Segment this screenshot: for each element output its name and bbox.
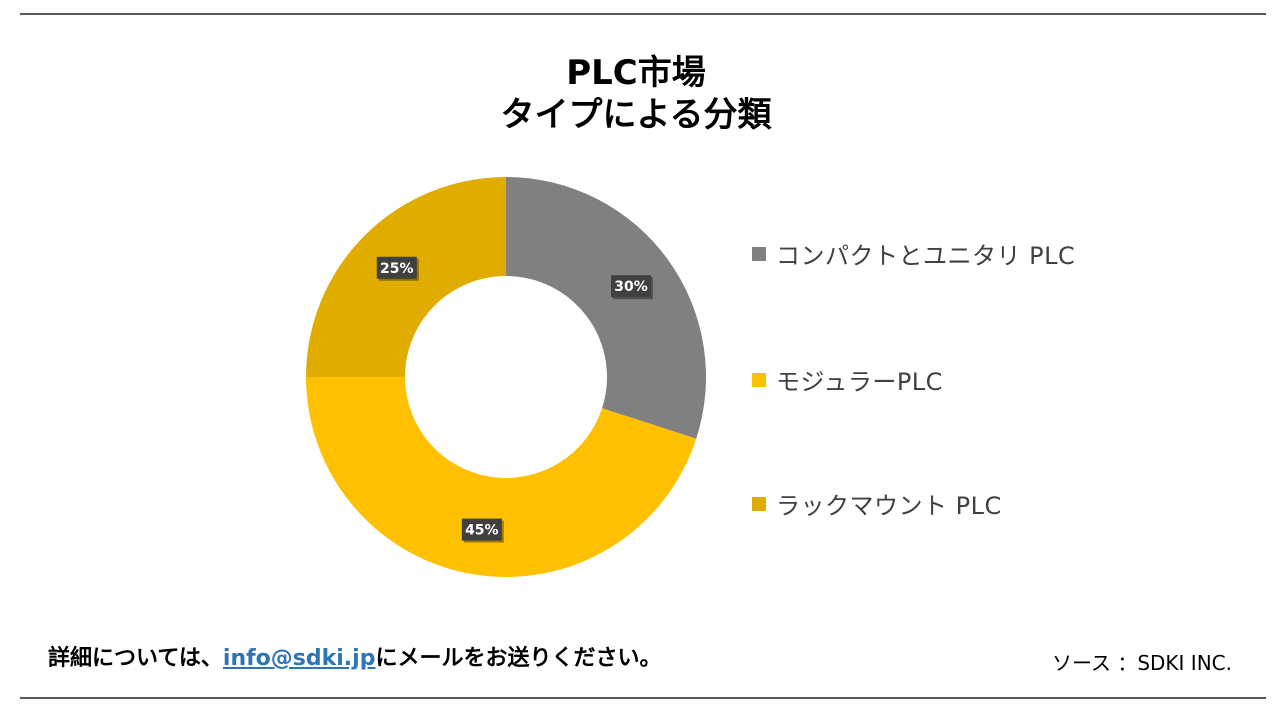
legend-item-1: コンパクトとユニタリ PLC <box>752 236 1075 271</box>
donut-slice-2 <box>306 377 697 577</box>
legend-label-2: モジュラーPLC <box>776 368 943 396</box>
legend-item-2: モジュラーPLC <box>752 362 943 397</box>
data-label-text-1: 30% <box>614 279 648 295</box>
contact-note: 詳細については、info@sdki.jpにメールをお送りください。 <box>48 640 661 672</box>
data-label-text-3: 25% <box>380 261 414 277</box>
contact-email-link[interactable]: info@sdki.jp <box>222 646 376 671</box>
data-label-2: 45% <box>461 518 504 543</box>
donut-slice-1 <box>506 177 706 439</box>
legend-swatch-2 <box>752 372 766 387</box>
source-credit: ソース ：SDKI INC. <box>1051 651 1232 675</box>
chart-title: PLC市場 タイプによる分類 <box>0 52 1272 136</box>
data-label-text-2: 45% <box>465 523 499 539</box>
chart-title-line-2: タイプによる分類 <box>500 95 772 135</box>
chart-title-line-1: PLC市場 <box>566 53 706 93</box>
data-label-3: 25% <box>376 256 419 281</box>
data-label-1: 30% <box>610 275 653 300</box>
bottom-divider <box>20 697 1266 699</box>
legend-label-3: ラックマウント PLC <box>776 492 1002 520</box>
contact-note-suffix: にメールをお送りください。 <box>375 646 662 671</box>
legend-swatch-1 <box>752 246 766 261</box>
chart-legend: コンパクトとユニタリ PLC モジュラーPLC ラックマウント PLC <box>752 0 1252 720</box>
legend-label-1: コンパクトとユニタリ PLC <box>776 242 1076 270</box>
legend-swatch-3 <box>752 496 766 511</box>
legend-item-3: ラックマウント PLC <box>752 486 1002 521</box>
top-divider <box>20 13 1266 15</box>
contact-note-prefix: 詳細については、 <box>48 646 223 671</box>
